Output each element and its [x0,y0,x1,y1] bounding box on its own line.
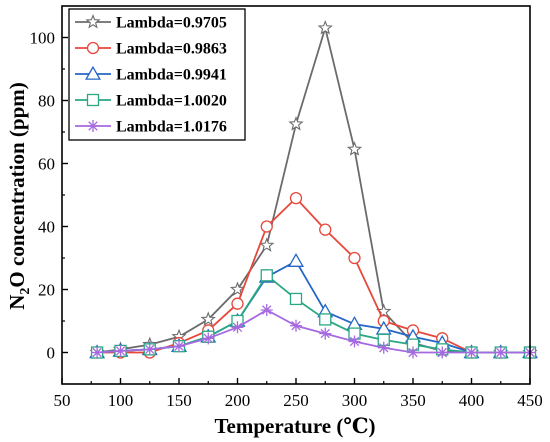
legend-item-4: Lambda=1.0020 [75,93,227,110]
series-5-line [97,308,530,354]
series-2-point [231,297,244,310]
series-5-point [436,346,449,359]
series-5-point [260,303,273,316]
legend-item-1: Lambda=0.9705 [75,13,227,32]
series-1-point [288,116,304,131]
legend-item-3: Lambda=0.9941 [75,65,227,84]
series-1-point [200,311,216,326]
series-5-point [377,341,390,354]
series-5-point [143,343,156,356]
series-1-point [317,20,333,35]
legend: Lambda=0.9705 Lambda=0.9863 Lambda=0.9941 L… [68,8,246,141]
series-5-group [91,303,536,359]
series-4-point [260,269,273,282]
y-axis-title-subscript: 2 [18,288,33,295]
axes-layer: 50 100 150 200 250 300 350 400 450 0 20 40 60 80 100 [30,5,543,410]
legend-label: Lambda=0.9705 [116,15,227,32]
series-5-point [290,319,302,332]
series-5-point [91,346,104,359]
legend-label: Lambda=1.0020 [116,93,227,110]
x-tick-label: 450 [517,391,543,410]
series-2-group [90,191,537,359]
y-tick-label: 20 [38,281,55,300]
series-5-point [114,344,127,357]
legend-marker [86,93,100,107]
y-tick-label: 40 [38,218,55,237]
series-2-line [97,196,530,354]
series-4-point [289,292,303,306]
x-tick-label: 150 [166,391,192,410]
y-axis-title-suffix: O concentration (ppm) [5,82,29,287]
x-tick-label: 350 [400,391,426,410]
x-tick-label: 300 [342,391,368,410]
series-2-point [289,191,303,205]
series-5-point [465,346,478,359]
y-tick-label: 0 [47,344,56,363]
x-axis-title: Temperature (℃) [214,414,375,438]
series-5-point [494,346,507,359]
series-5-point [407,346,419,359]
series-5-point [173,340,185,353]
y-tick-label: 100 [30,29,56,48]
y-axis-title-prefix: N [5,295,29,310]
legend-label: Lambda=1.0176 [116,119,227,136]
series-3-line [97,259,530,354]
x-tick-label: 50 [54,391,71,410]
x-tick-label: 200 [225,391,251,410]
x-tick-label: 400 [459,391,485,410]
x-tick-label: 100 [108,391,134,410]
legend-label: Lambda=0.9863 [116,41,227,58]
legend-label: Lambda=0.9941 [116,67,227,84]
plot-layer [89,20,538,359]
y-tick-label: 80 [38,92,55,111]
series-4-group [90,269,537,359]
series-5-point [348,335,361,348]
legend-item-2: Lambda=0.9863 [75,41,227,58]
series-1-point [346,141,363,156]
series-1-point [259,237,275,252]
legend-marker [85,65,101,80]
series-4-point [319,313,332,326]
series-5-point [319,327,332,340]
y-tick-label: 60 [38,155,55,174]
legend-marker [86,41,100,55]
series-2-point [348,251,361,265]
x-tick-label: 250 [283,391,309,410]
series-2-point [319,223,332,236]
legend-item-5: Lambda=1.0176 [75,119,227,136]
series-1-point [229,281,246,296]
series-3-point [288,252,304,267]
legend-marker [85,13,101,29]
series-2-point [260,220,273,233]
legend-marker [87,120,99,132]
y-axis-title: N2O concentration (ppm) [5,82,33,310]
series-5-point [202,332,215,345]
series-5-point [231,321,244,334]
